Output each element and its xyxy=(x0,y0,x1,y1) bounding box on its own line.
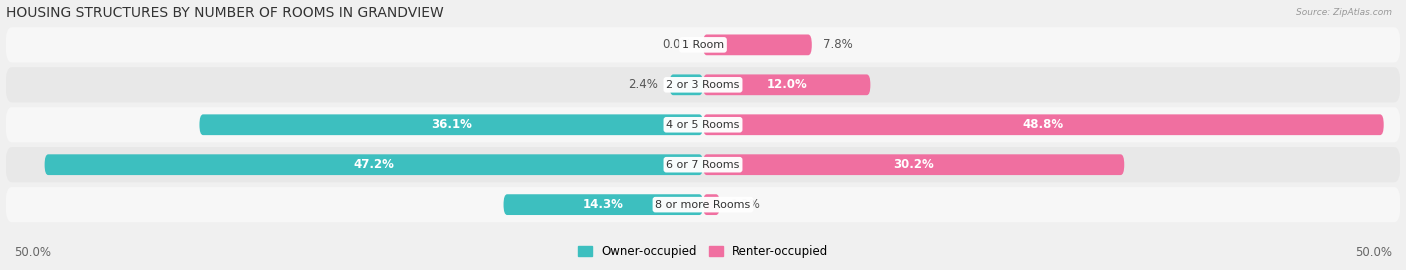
FancyBboxPatch shape xyxy=(200,114,703,135)
Text: 30.2%: 30.2% xyxy=(893,158,934,171)
Text: 50.0%: 50.0% xyxy=(1355,246,1392,259)
FancyBboxPatch shape xyxy=(6,107,1400,142)
Text: 47.2%: 47.2% xyxy=(353,158,394,171)
Text: 6 or 7 Rooms: 6 or 7 Rooms xyxy=(666,160,740,170)
FancyBboxPatch shape xyxy=(703,35,811,55)
Text: 12.0%: 12.0% xyxy=(766,78,807,91)
FancyBboxPatch shape xyxy=(6,187,1400,222)
FancyBboxPatch shape xyxy=(669,75,703,95)
FancyBboxPatch shape xyxy=(703,75,870,95)
Legend: Owner-occupied, Renter-occupied: Owner-occupied, Renter-occupied xyxy=(572,240,834,263)
Text: 4 or 5 Rooms: 4 or 5 Rooms xyxy=(666,120,740,130)
Text: 0.0%: 0.0% xyxy=(662,38,692,51)
Text: 7.8%: 7.8% xyxy=(823,38,852,51)
FancyBboxPatch shape xyxy=(6,147,1400,182)
Text: HOUSING STRUCTURES BY NUMBER OF ROOMS IN GRANDVIEW: HOUSING STRUCTURES BY NUMBER OF ROOMS IN… xyxy=(6,6,443,19)
FancyBboxPatch shape xyxy=(6,27,1400,62)
Text: 1 Room: 1 Room xyxy=(682,40,724,50)
Text: Source: ZipAtlas.com: Source: ZipAtlas.com xyxy=(1296,8,1392,17)
Text: 36.1%: 36.1% xyxy=(430,118,471,131)
FancyBboxPatch shape xyxy=(703,154,1125,175)
FancyBboxPatch shape xyxy=(45,154,703,175)
Text: 14.3%: 14.3% xyxy=(583,198,624,211)
Text: 48.8%: 48.8% xyxy=(1022,118,1064,131)
FancyBboxPatch shape xyxy=(503,194,703,215)
Text: 1.2%: 1.2% xyxy=(731,198,761,211)
FancyBboxPatch shape xyxy=(6,67,1400,102)
Text: 50.0%: 50.0% xyxy=(14,246,51,259)
Text: 2 or 3 Rooms: 2 or 3 Rooms xyxy=(666,80,740,90)
FancyBboxPatch shape xyxy=(703,114,1384,135)
FancyBboxPatch shape xyxy=(703,194,720,215)
Text: 2.4%: 2.4% xyxy=(628,78,658,91)
Text: 8 or more Rooms: 8 or more Rooms xyxy=(655,200,751,210)
